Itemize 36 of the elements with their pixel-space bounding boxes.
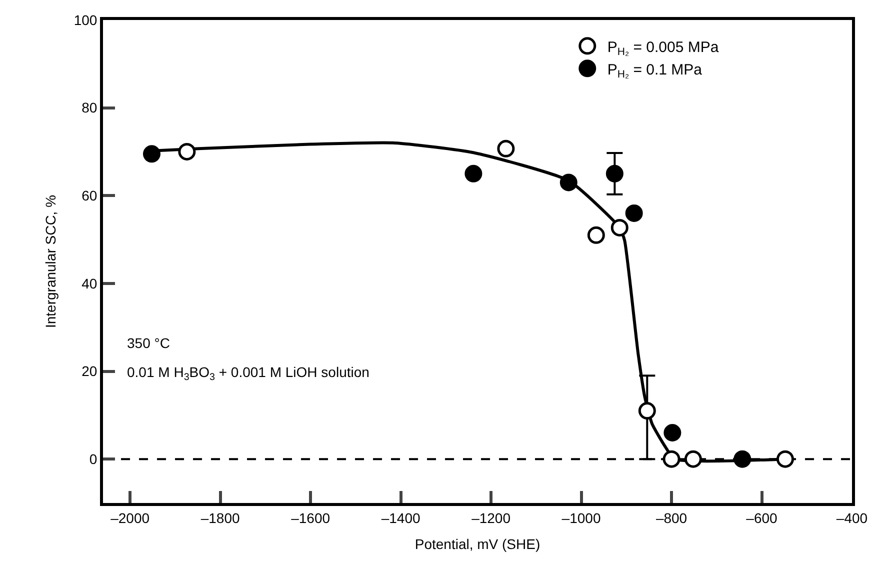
x-tick-label: –1800	[200, 510, 240, 526]
legend-label: P$_{H₂}$ = 0.1 MPa	[607, 61, 703, 80]
annotation: 0.01 M H$_{3}$BO$_{3}$ + 0.001 M LiOH solution	[127, 364, 370, 383]
x-tick-label: –1200	[472, 510, 511, 526]
point	[560, 174, 578, 192]
point	[178, 142, 196, 160]
x-axis-title: Potential, mV (SHE)	[414, 536, 540, 552]
y-tick-label: 60	[82, 188, 98, 204]
point	[638, 402, 656, 420]
y-tick-label: 80	[82, 100, 98, 116]
x-tick-label: –800	[656, 510, 688, 526]
point	[497, 140, 515, 158]
y-tick-label: 100	[74, 12, 98, 28]
x-tick-label: –1400	[381, 510, 420, 526]
x-tick-label: –1600	[291, 510, 330, 526]
x-tick-label: –1000	[562, 510, 601, 526]
point	[734, 450, 752, 468]
x-tick-label: –2000	[110, 510, 150, 526]
y-tick-label: 20	[82, 363, 98, 380]
y-tick-label: 0	[89, 450, 98, 467]
point	[664, 424, 682, 442]
legend-label: P$_{H₂}$ = 0.005 MPa	[607, 38, 720, 58]
annotation: 350 °C	[127, 335, 170, 351]
point	[587, 226, 605, 244]
y-axis-title: Intergranular SCC, %	[42, 194, 58, 328]
x-tick-label: –600	[746, 510, 778, 526]
point	[625, 204, 643, 222]
point	[142, 145, 160, 163]
y-tick-label: 40	[82, 275, 98, 292]
point	[464, 164, 482, 182]
point	[610, 218, 628, 236]
point	[684, 450, 702, 468]
point	[662, 450, 680, 468]
x-tick-label: –400	[836, 510, 868, 526]
point	[776, 450, 794, 468]
point	[606, 164, 624, 182]
